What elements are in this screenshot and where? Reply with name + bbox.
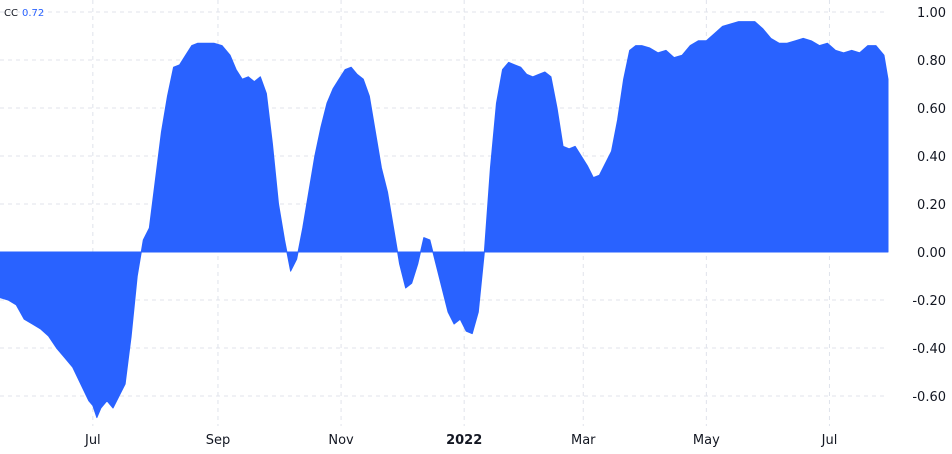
x-tick-label: May — [693, 433, 720, 448]
y-tick-label: 0.40 — [917, 150, 946, 165]
legend-series-value: 0.72 — [22, 8, 44, 19]
y-tick-label: 0.20 — [917, 198, 946, 213]
x-tick-label: Jul — [84, 433, 101, 448]
y-tick-label: 0.00 — [917, 246, 946, 261]
legend-series-name: CC — [4, 8, 18, 19]
series-area — [0, 21, 889, 419]
x-axis: Jul Sep Nov 2022 Mar May Jul — [84, 433, 837, 448]
y-tick-label: -0.20 — [912, 294, 946, 309]
x-tick-label: Nov — [328, 433, 354, 448]
y-tick-label: 1.00 — [917, 6, 946, 21]
x-tick-label: Mar — [571, 433, 596, 448]
series-area-layer — [0, 21, 889, 419]
y-tick-label: -0.40 — [912, 342, 946, 357]
legend: CC 0.72 — [4, 8, 44, 19]
x-tick-label: 2022 — [446, 433, 482, 448]
x-tick-label: Sep — [206, 433, 231, 448]
x-tick-label: Jul — [821, 433, 838, 448]
y-axis: 1.00 0.80 0.60 0.40 0.20 0.00 -0.20 -0.40 -0.60 — [912, 6, 946, 405]
y-tick-label: 0.80 — [917, 54, 946, 69]
y-tick-label: -0.60 — [912, 390, 946, 405]
y-tick-label: 0.60 — [917, 102, 946, 117]
